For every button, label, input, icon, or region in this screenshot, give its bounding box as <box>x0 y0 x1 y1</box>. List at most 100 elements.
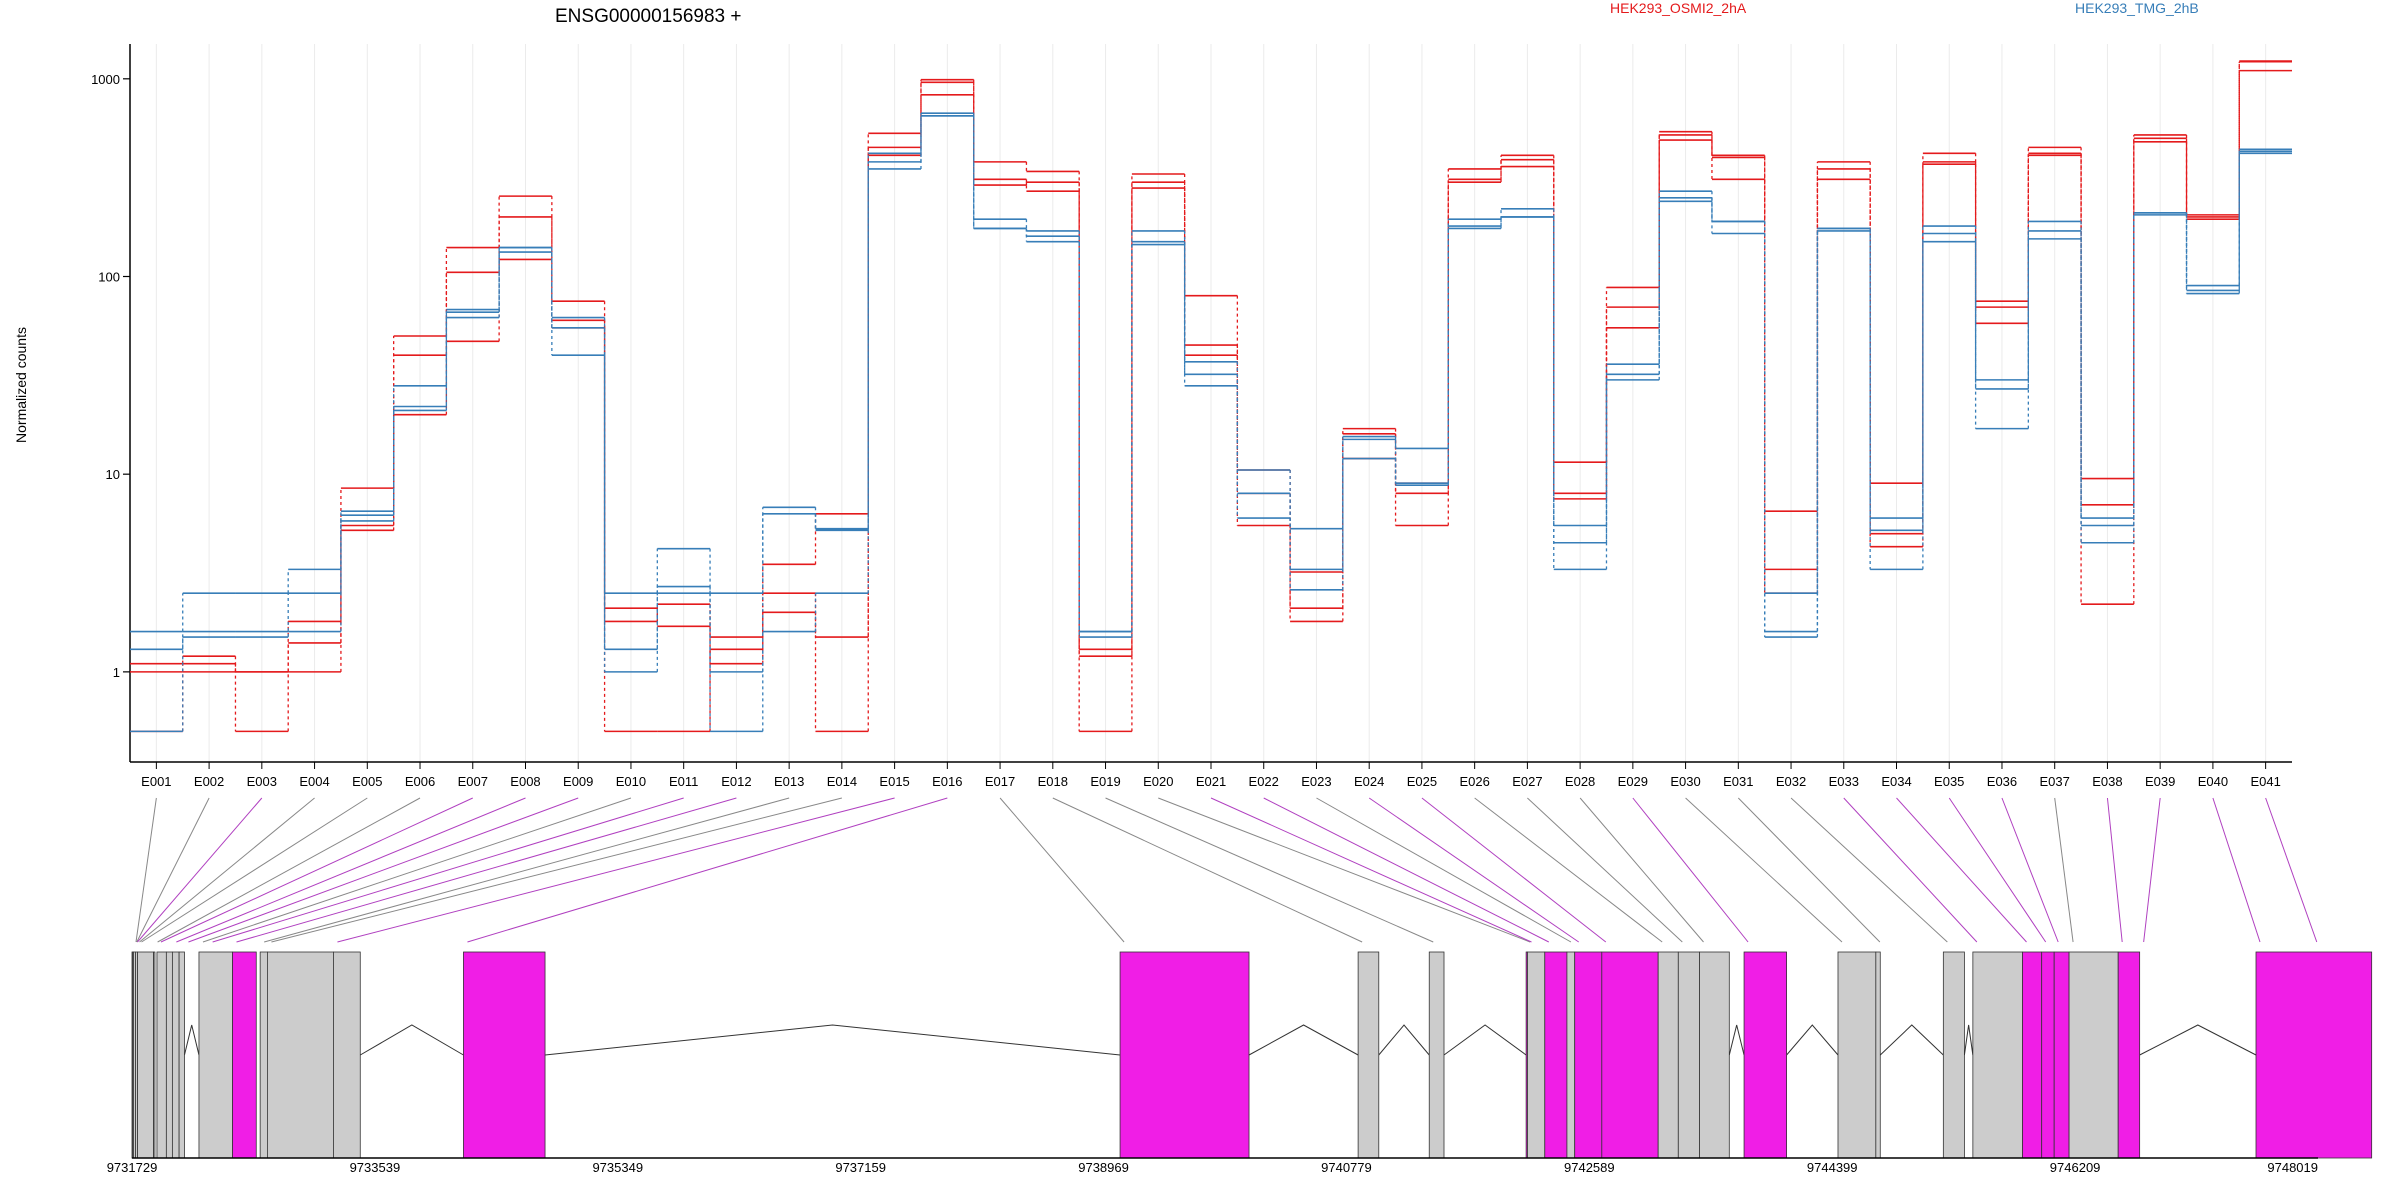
x-tick-label: E034 <box>1881 774 1911 789</box>
gene-model <box>131 951 2373 1159</box>
exon-block <box>156 951 167 1159</box>
x-tick-label: E032 <box>1776 774 1806 789</box>
x-tick-label: E021 <box>1196 774 1226 789</box>
x-tick-label: E035 <box>1934 774 1964 789</box>
x-tick-label: E001 <box>141 774 171 789</box>
genomic-coordinate-label: 9733539 <box>350 1160 401 1175</box>
intron-line <box>1786 1024 1839 1056</box>
x-tick-label: E016 <box>932 774 962 789</box>
genomic-coordinate-label: 9731729 <box>107 1160 158 1175</box>
exon-connector-line <box>188 797 579 943</box>
exon-connector-line <box>139 797 315 943</box>
x-ticks: E001 E002 E003 E004 E005 E006 E007 E008 E009 E010… <box>141 762 2281 789</box>
genomic-coordinates: 9731729 9733539 9735349 9737159 9738969 97407… <box>107 1157 2318 1175</box>
exon-connector-line <box>271 797 843 943</box>
exon-block <box>1657 951 1679 1159</box>
exon-block <box>1942 951 1965 1159</box>
x-tick-label: E009 <box>563 774 593 789</box>
x-tick-label: E004 <box>299 774 329 789</box>
exon-connector-line <box>264 797 790 943</box>
x-tick-label: E012 <box>721 774 751 789</box>
exon-connector-line <box>2106 797 2123 943</box>
x-tick-label: E002 <box>194 774 224 789</box>
x-tick-label: E003 <box>247 774 277 789</box>
x-tick-label: E008 <box>510 774 540 789</box>
x-tick-label: E006 <box>405 774 435 789</box>
grid <box>155 44 2267 762</box>
exon-connector-line <box>999 797 1125 943</box>
exon-connector-line <box>212 797 684 943</box>
x-tick-label: E015 <box>879 774 909 789</box>
genomic-coordinate-label: 9746209 <box>2050 1160 2101 1175</box>
exon-connector-line <box>1474 797 1663 943</box>
exon-connector-line <box>2212 797 2261 943</box>
chart-title: ENSG00000156983 + <box>555 6 741 27</box>
exon-connector-line <box>136 797 210 943</box>
x-tick-label: E031 <box>1723 774 1753 789</box>
x-tick-label: E039 <box>2145 774 2175 789</box>
y-tick-label: 10 <box>106 467 120 482</box>
exon-block <box>1601 951 1659 1159</box>
y-tick-label: 1000 <box>91 72 120 87</box>
exon-connector-line <box>2265 797 2318 943</box>
series-connector <box>182 115 2240 732</box>
x-tick-label: E033 <box>1829 774 1859 789</box>
exon-connector-line <box>1685 797 1843 943</box>
exon-connector-line <box>467 797 948 943</box>
exon-connector-line <box>1263 797 1550 943</box>
exon-block <box>2022 951 2043 1159</box>
x-tick-label: E019 <box>1090 774 1120 789</box>
exon-block <box>2068 951 2119 1159</box>
exon-block <box>171 951 180 1159</box>
legend-entry-osmi2: HEK293_OSMI2_2hA <box>1610 0 1747 16</box>
exon-block <box>1357 951 1380 1159</box>
exon-block <box>1972 951 2023 1159</box>
exon-connector-line <box>1737 797 1881 943</box>
exon-connector-line <box>2143 797 2161 943</box>
x-tick-label: E005 <box>352 774 382 789</box>
x-tick-label: E010 <box>616 774 646 789</box>
exon-block <box>259 951 268 1159</box>
intron-line <box>544 1024 1121 1056</box>
exon-block <box>2053 951 2070 1159</box>
exon-block <box>2041 951 2055 1159</box>
exon-block <box>1544 951 1568 1159</box>
exon-block <box>1428 951 1445 1159</box>
intron-line <box>360 1024 464 1056</box>
exon-block <box>1119 951 1250 1159</box>
exon-block <box>1527 951 1546 1159</box>
exon-connector-line <box>1896 797 2027 943</box>
y-tick-label: 100 <box>98 269 120 284</box>
exon-connector-line <box>1052 797 1363 943</box>
x-tick-label: E037 <box>2040 774 2070 789</box>
exon-block <box>463 951 546 1159</box>
legend-entry-tmg: HEK293_TMG_2hB <box>2075 0 2199 16</box>
exon-block <box>1574 951 1603 1159</box>
exon-connector-line <box>1210 797 1532 943</box>
genomic-coordinate-label: 9738969 <box>1078 1160 1129 1175</box>
exon-connector-line <box>1948 797 2047 943</box>
genomic-coordinate-label: 9735349 <box>592 1160 643 1175</box>
exon-connector-line <box>176 797 526 943</box>
exon-connector-line <box>137 797 263 943</box>
genomic-coordinate-label: 9744399 <box>1807 1160 1858 1175</box>
intron-line <box>1728 1024 1745 1056</box>
exon-connector-line <box>1527 797 1683 943</box>
genomic-coordinate-label: 9742589 <box>1564 1160 1615 1175</box>
intron-line <box>1378 1024 1430 1056</box>
exon-connector-line <box>202 797 632 943</box>
exon-connector-line <box>1632 797 1749 943</box>
exon-block <box>2255 951 2373 1159</box>
exon-connector-line <box>1579 797 1704 943</box>
exon-block <box>1677 951 1700 1159</box>
exon-block <box>1875 951 1881 1159</box>
exon-block <box>1837 951 1877 1159</box>
axes: 1 10 100 1000 <box>91 44 2292 763</box>
exon-block <box>232 951 257 1159</box>
x-tick-label: E030 <box>1670 774 1700 789</box>
intron-line <box>1879 1024 1944 1056</box>
x-tick-label: E023 <box>1301 774 1331 789</box>
exon-block <box>1743 951 1787 1159</box>
x-tick-label: E027 <box>1512 774 1542 789</box>
